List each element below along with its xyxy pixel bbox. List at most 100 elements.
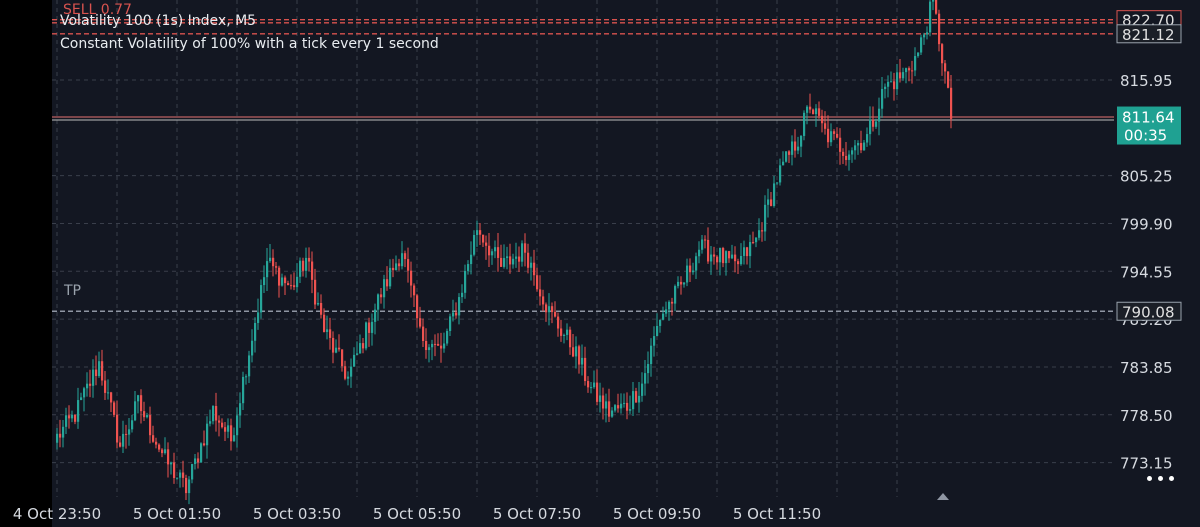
symbol-description: Constant Volatility of 100% with a tick … (60, 36, 439, 52)
candle-body (437, 343, 440, 346)
candle-body (860, 143, 863, 151)
candle-body (164, 449, 167, 454)
candle-body (536, 275, 539, 290)
candle-body (866, 134, 869, 143)
candle-body (254, 322, 257, 341)
candle-body (941, 44, 944, 64)
candle-body (680, 281, 683, 285)
y-tick-label: 805.25 (1120, 168, 1173, 186)
candle-body (176, 477, 179, 479)
candle-body (410, 270, 413, 286)
candle-body (92, 369, 95, 386)
candle-body (440, 345, 443, 349)
candle-body (467, 264, 470, 271)
candle-body (668, 301, 671, 310)
candle-body (464, 270, 467, 293)
candle-body (581, 357, 584, 365)
candle-body (890, 81, 893, 83)
candle-body (308, 257, 311, 262)
candle-body (413, 285, 416, 296)
candle-body (542, 296, 545, 305)
y-tick-label: 799.90 (1120, 215, 1173, 233)
candle-body (149, 415, 152, 436)
candle-body (302, 260, 305, 271)
candle-body (83, 388, 86, 398)
more-options-icon[interactable] (1142, 468, 1178, 488)
candle-body (98, 361, 101, 377)
scroll-marker-icon[interactable] (937, 493, 949, 500)
candle-body (755, 237, 758, 243)
candle-body (395, 263, 398, 271)
candle-body (596, 382, 599, 402)
candle-body (74, 414, 77, 422)
candle-body (629, 409, 632, 411)
candle-body (875, 121, 878, 127)
candle-body (554, 311, 557, 317)
candle-body (911, 70, 914, 72)
candle-body (335, 347, 338, 353)
candle-body (365, 322, 368, 349)
candle-body (353, 354, 356, 367)
candle-body (584, 357, 587, 382)
candle-body (347, 376, 350, 379)
candle-body (416, 295, 419, 319)
candle-body (224, 427, 227, 432)
candle-body (419, 318, 422, 327)
candle-body (377, 294, 380, 310)
y-tick-label: 773.15 (1120, 455, 1173, 473)
candle-body (533, 262, 536, 276)
y-tick-label: 794.55 (1120, 263, 1173, 281)
candle-body (371, 321, 374, 333)
candle-body (182, 472, 185, 478)
candle-body (728, 251, 731, 259)
candle-body (833, 131, 836, 134)
x-tick-label: 5 Oct 07:50 (493, 505, 581, 523)
candle-body (383, 279, 386, 298)
candle-body (119, 442, 122, 447)
candle-body (815, 108, 818, 115)
candle-body (269, 257, 272, 262)
candle-body (725, 251, 728, 264)
candle-body (863, 142, 866, 151)
candle-body (188, 479, 191, 494)
candle-body (827, 128, 830, 143)
candle-body (431, 343, 434, 348)
candle-body (281, 277, 284, 286)
candle-body (656, 325, 659, 337)
x-tick-label: 5 Oct 05:50 (373, 505, 461, 523)
candle-body (794, 141, 797, 151)
candle-body (560, 328, 563, 336)
candle-body (299, 260, 302, 277)
candle-body (770, 199, 773, 206)
candle-body (296, 276, 299, 288)
candle-body (152, 435, 155, 442)
candle-body (830, 131, 833, 143)
candle-body (497, 247, 500, 258)
candle-body (509, 256, 512, 265)
candle-body (341, 349, 344, 367)
candle-body (494, 247, 497, 252)
candle-body (155, 441, 158, 445)
candle-body (425, 341, 428, 351)
candle-body (512, 258, 515, 265)
candle-body (905, 68, 908, 73)
candle-body (329, 329, 332, 338)
candle-body (683, 282, 686, 285)
candle-body (143, 411, 146, 418)
candle-body (539, 289, 542, 297)
candle-body (326, 329, 329, 333)
candle-body (836, 133, 839, 138)
candle-body (59, 433, 62, 438)
candle-body (488, 245, 491, 256)
candle-body (887, 81, 890, 87)
candle-body (476, 230, 479, 235)
candle-body (557, 316, 560, 329)
candle-body (320, 303, 323, 315)
x-tick-label: 5 Oct 09:50 (613, 505, 701, 523)
candle-body (689, 265, 692, 273)
candle-body (311, 261, 314, 280)
candle-body (623, 402, 626, 404)
candle-body (62, 426, 65, 438)
